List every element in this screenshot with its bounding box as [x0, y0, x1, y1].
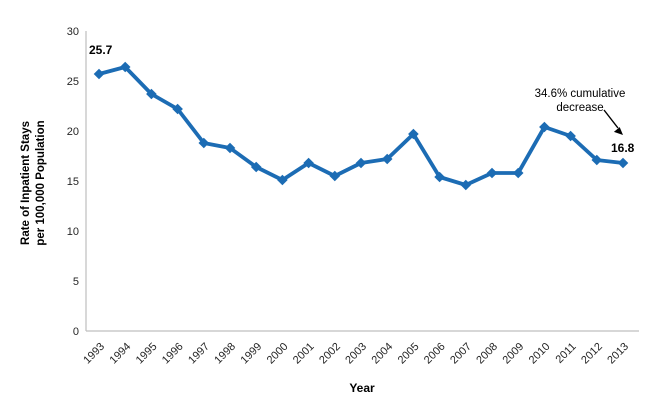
x-tick-label: 2005 [396, 341, 422, 367]
x-tick-label: 1996 [160, 341, 186, 367]
x-tick-label: 2006 [422, 341, 448, 367]
x-tick-label: 2003 [343, 341, 369, 367]
data-point-marker [381, 153, 393, 165]
x-tick-label: 1995 [134, 341, 160, 367]
data-point-marker [329, 170, 341, 182]
y-axis-title-line1: Rate of Inpatient Stays [20, 121, 32, 245]
data-point-marker [460, 179, 472, 191]
y-tick-label: 25 [67, 76, 79, 88]
x-tick-label: 2004 [370, 341, 396, 367]
x-tick-label: 2002 [317, 341, 343, 367]
data-point-marker [277, 174, 288, 186]
x-tick-label: 2007 [448, 341, 474, 367]
y-tick-label: 30 [67, 26, 79, 38]
annotation-arrow-line [603, 109, 619, 129]
x-tick-label: 2011 [554, 341, 579, 366]
x-tick-label: 2001 [291, 341, 317, 367]
x-tick-label: 2013 [605, 341, 631, 367]
y-tick-label: 20 [67, 126, 79, 138]
data-point-marker [434, 171, 445, 183]
data-point-marker [119, 61, 131, 73]
data-point-marker [303, 157, 314, 169]
data-point-marker [172, 103, 183, 115]
data-label-first-point: 25.7 [89, 43, 113, 57]
x-tick-label: 2000 [265, 341, 291, 367]
data-point-marker [617, 157, 629, 169]
annotation-line1: 34.6% cumulative [534, 88, 626, 100]
y-tick-label: 15 [67, 176, 79, 188]
x-axis-title: Year [349, 381, 375, 395]
x-tick-label: 1993 [81, 341, 107, 367]
x-tick-label: 2012 [579, 341, 605, 367]
data-label-last-point: 16.8 [611, 141, 635, 155]
y-tick-label: 5 [73, 276, 79, 288]
annotation-arrow-head [613, 127, 623, 135]
x-tick-label: 1994 [108, 341, 134, 367]
data-point-marker [408, 128, 419, 140]
x-tick-label: 1997 [186, 341, 212, 367]
data-point-marker [224, 142, 236, 154]
data-point-marker [512, 167, 524, 179]
data-point-marker [486, 167, 498, 179]
data-point-marker [146, 88, 157, 100]
data-point-marker [198, 137, 210, 149]
data-point-marker [539, 121, 550, 133]
y-tick-label: 10 [67, 226, 79, 238]
data-point-marker [250, 161, 262, 173]
annotation-line2: decrease [556, 102, 604, 114]
cumulative-decrease-annotation: 34.6% cumulative decrease [516, 87, 644, 115]
data-point-marker [565, 130, 576, 142]
data-point-marker [93, 68, 105, 80]
x-tick-label: 1998 [212, 341, 238, 367]
y-tick-label: 0 [73, 326, 79, 338]
x-tick-label: 2008 [474, 341, 500, 367]
y-axis-title-line2: per 100,000 Population [35, 120, 47, 246]
x-tick-label: 1999 [239, 341, 265, 367]
x-tick-label: 2010 [527, 341, 553, 367]
data-point-marker [355, 157, 367, 169]
data-point-marker [591, 154, 603, 166]
x-tick-label: 2009 [501, 341, 527, 367]
y-axis-title: Rate of Inpatient Stays per 100,000 Popu… [19, 73, 51, 293]
